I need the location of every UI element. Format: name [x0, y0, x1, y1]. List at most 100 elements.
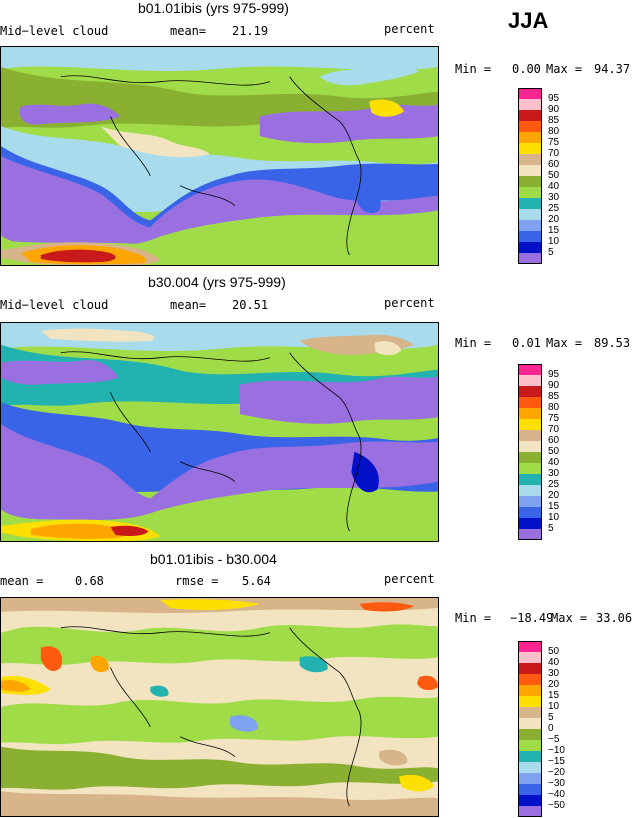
colorbar-swatch — [518, 419, 542, 430]
panel-1-colorbar: 95 90 85 80 75 70 60 50 40 30 25 20 15 10 5 — [518, 88, 608, 264]
colorbar-row: 15 — [518, 220, 608, 236]
colorbar-row: 50 — [518, 441, 608, 457]
colorbar-tick-label: 40 — [548, 657, 560, 668]
colorbar-swatch — [518, 154, 542, 165]
panel-3-min-label: Min = — [455, 611, 492, 625]
colorbar-tick-label: 30 — [548, 668, 560, 679]
panel-1-mean-label: mean= — [170, 24, 207, 38]
colorbar-row — [518, 253, 608, 264]
panel-1-units: percent — [384, 22, 435, 36]
panel-1-variable-label: Mid−level cloud — [0, 24, 109, 38]
colorbar-swatch — [518, 231, 542, 242]
colorbar-row: 20 — [518, 485, 608, 501]
colorbar-row: −15 — [518, 751, 608, 767]
panel-2-colorbar: 95 90 85 80 75 70 60 50 40 30 25 20 15 10 5 — [518, 364, 608, 540]
colorbar-tick-label: 85 — [548, 115, 560, 126]
colorbar-swatch — [518, 176, 542, 187]
colorbar-swatch — [518, 99, 542, 110]
panel-1-min-value: 0.00 — [512, 62, 541, 76]
colorbar-tick-label: 60 — [548, 159, 560, 170]
colorbar-row: 30 — [518, 463, 608, 479]
colorbar-swatch — [518, 121, 542, 132]
colorbar-swatch — [518, 718, 542, 729]
panel-2-title: b30.004 (yrs 975-999) — [148, 274, 286, 290]
colorbar-row: 25 — [518, 474, 608, 490]
colorbar-row: −50 — [518, 795, 608, 811]
colorbar-swatch — [518, 187, 542, 198]
colorbar-row: 60 — [518, 430, 608, 446]
colorbar-tick-label: −10 — [548, 745, 565, 756]
colorbar-row: 70 — [518, 419, 608, 435]
colorbar-tick-label: 20 — [548, 679, 560, 690]
colorbar-tick-label: 70 — [548, 148, 560, 159]
colorbar-row: 5 — [518, 242, 608, 258]
colorbar-tick-label: 15 — [548, 690, 560, 701]
panel-2-min-value: 0.01 — [512, 336, 541, 350]
colorbar-swatch — [518, 430, 542, 441]
colorbar-row: 80 — [518, 397, 608, 413]
colorbar-row: 50 — [518, 641, 608, 657]
colorbar-swatch — [518, 408, 542, 419]
colorbar-swatch — [518, 696, 542, 707]
colorbar-tick-label: 5 — [548, 523, 554, 534]
colorbar-row: 90 — [518, 375, 608, 391]
colorbar-row: 95 — [518, 364, 608, 380]
colorbar-swatch — [518, 386, 542, 397]
colorbar-tick-label: 40 — [548, 457, 560, 468]
colorbar-row: 60 — [518, 154, 608, 170]
panel-1-max-value: 94.37 — [594, 62, 631, 76]
panel-3-map — [0, 597, 439, 817]
colorbar-swatch — [518, 751, 542, 762]
colorbar-swatch — [518, 253, 542, 264]
colorbar-tick-label: 70 — [548, 424, 560, 435]
colorbar-tick-label: 25 — [548, 203, 560, 214]
colorbar-tick-label: 50 — [548, 446, 560, 457]
colorbar-swatch — [518, 663, 542, 674]
panel-2-max-label: Max = — [546, 336, 583, 350]
panel-3-mean-label: mean = — [0, 574, 44, 588]
colorbar-row: 10 — [518, 696, 608, 712]
colorbar-swatch — [518, 674, 542, 685]
panel-2-max-value: 89.53 — [594, 336, 631, 350]
colorbar-swatch — [518, 209, 542, 220]
colorbar-row — [518, 806, 608, 817]
colorbar-swatch — [518, 795, 542, 806]
colorbar-row: 10 — [518, 231, 608, 247]
colorbar-tick-label: 40 — [548, 181, 560, 192]
colorbar-row: 0 — [518, 718, 608, 734]
panel-2-mean-value: 20.51 — [232, 298, 269, 312]
colorbar-swatch — [518, 165, 542, 176]
colorbar-tick-label: 10 — [548, 512, 560, 523]
colorbar-swatch — [518, 729, 542, 740]
colorbar-row: 85 — [518, 386, 608, 402]
panel-3-map-svg — [1, 598, 438, 816]
colorbar-row: 70 — [518, 143, 608, 159]
colorbar-swatch — [518, 375, 542, 386]
colorbar-tick-label: 80 — [548, 402, 560, 413]
colorbar-tick-label: 30 — [548, 192, 560, 203]
panel-3-rmse-label: rmse = — [175, 574, 219, 588]
colorbar-swatch — [518, 88, 542, 99]
panel-1-mean-value: 21.19 — [232, 24, 269, 38]
colorbar-row: −5 — [518, 729, 608, 745]
colorbar-tick-label: 85 — [548, 391, 560, 402]
colorbar-swatch — [518, 485, 542, 496]
colorbar-swatch — [518, 220, 542, 231]
colorbar-row: 10 — [518, 507, 608, 523]
panel-3-mean-value: 0.68 — [75, 574, 104, 588]
panel-1-map-svg — [1, 47, 438, 265]
colorbar-row: 5 — [518, 707, 608, 723]
colorbar-swatch — [518, 740, 542, 751]
colorbar-swatch — [518, 397, 542, 408]
colorbar-swatch — [518, 452, 542, 463]
colorbar-tick-label: 80 — [548, 126, 560, 137]
colorbar-row: 20 — [518, 674, 608, 690]
panel-3-min-value: −18.49 — [510, 611, 554, 625]
colorbar-row: −20 — [518, 762, 608, 778]
colorbar-tick-label: 10 — [548, 701, 560, 712]
colorbar-swatch — [518, 806, 542, 817]
panel-2-map — [0, 322, 439, 542]
panel-2-variable-label: Mid−level cloud — [0, 298, 109, 312]
colorbar-tick-label: 20 — [548, 490, 560, 501]
panel-1-min-label: Min = — [455, 62, 492, 76]
